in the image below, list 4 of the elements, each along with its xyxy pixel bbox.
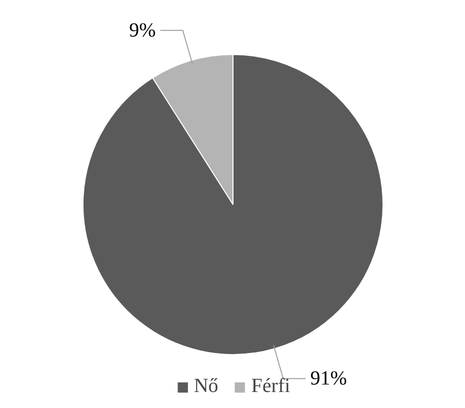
data-label: 9% bbox=[129, 19, 156, 42]
legend-label: Nő bbox=[194, 375, 218, 398]
legend-label: Férfi bbox=[251, 375, 290, 398]
data-label: 91% bbox=[310, 368, 347, 390]
